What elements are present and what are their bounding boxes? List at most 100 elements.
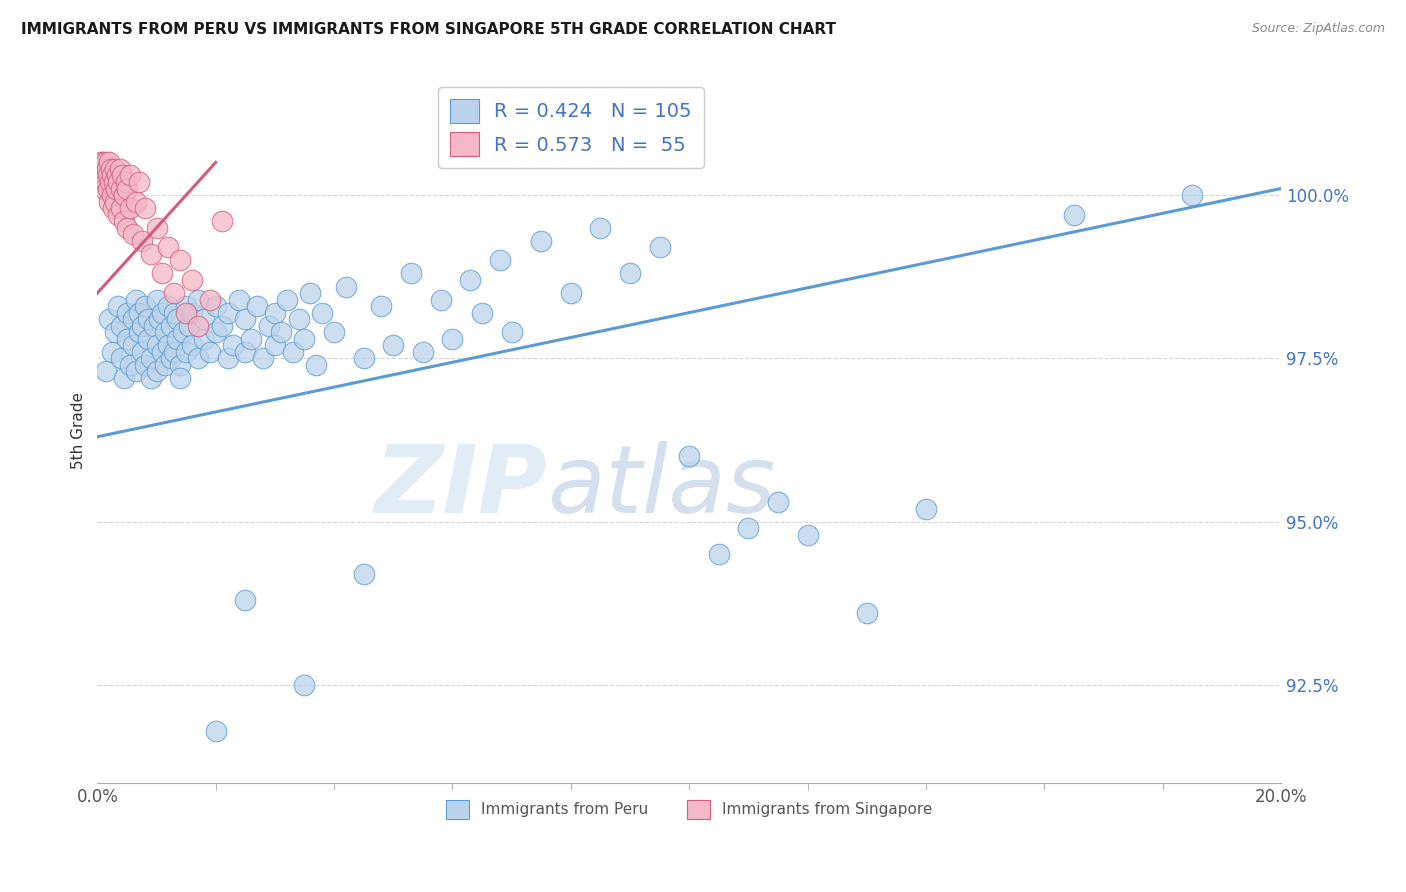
Point <box>118 169 141 183</box>
Point <box>98 194 121 209</box>
Point <box>488 253 510 268</box>
Point <box>152 305 174 319</box>
Point <box>257 318 280 333</box>
Point <box>100 161 122 176</box>
Point <box>160 318 183 333</box>
Point <box>233 344 256 359</box>
Point <box>93 181 115 195</box>
Point <box>152 344 174 359</box>
Point <box>136 312 159 326</box>
Point <box>187 293 209 307</box>
Point <box>145 364 167 378</box>
Point <box>276 293 298 307</box>
Point <box>181 338 204 352</box>
Point <box>211 214 233 228</box>
Point <box>264 338 287 352</box>
Point <box>204 325 226 339</box>
Point <box>131 344 153 359</box>
Text: Source: ZipAtlas.com: Source: ZipAtlas.com <box>1251 22 1385 36</box>
Point <box>128 305 150 319</box>
Point <box>139 371 162 385</box>
Point <box>121 312 143 326</box>
Point <box>121 227 143 242</box>
Point <box>399 267 422 281</box>
Point <box>198 344 221 359</box>
Point <box>101 344 124 359</box>
Point <box>163 286 186 301</box>
Point <box>91 175 114 189</box>
Point <box>198 293 221 307</box>
Point <box>530 234 553 248</box>
Point <box>501 325 523 339</box>
Point <box>217 305 239 319</box>
Point <box>142 318 165 333</box>
Point <box>174 344 197 359</box>
Point <box>264 305 287 319</box>
Point <box>441 332 464 346</box>
Point <box>619 267 641 281</box>
Point <box>177 318 200 333</box>
Point <box>181 305 204 319</box>
Point <box>134 201 156 215</box>
Point <box>155 325 177 339</box>
Point <box>110 201 132 215</box>
Point <box>134 299 156 313</box>
Point <box>589 220 612 235</box>
Point <box>91 161 114 176</box>
Point <box>101 188 124 202</box>
Point <box>252 351 274 366</box>
Point <box>89 161 111 176</box>
Point <box>678 450 700 464</box>
Point <box>166 332 188 346</box>
Point <box>94 169 117 183</box>
Point <box>108 161 131 176</box>
Point <box>233 312 256 326</box>
Point <box>152 267 174 281</box>
Point <box>98 175 121 189</box>
Point <box>145 220 167 235</box>
Point <box>429 293 451 307</box>
Point <box>112 371 135 385</box>
Point <box>796 528 818 542</box>
Point <box>157 338 180 352</box>
Point <box>211 318 233 333</box>
Point <box>98 312 121 326</box>
Point <box>163 344 186 359</box>
Point <box>115 332 138 346</box>
Point <box>104 325 127 339</box>
Point <box>90 155 112 169</box>
Point <box>157 299 180 313</box>
Point <box>204 299 226 313</box>
Point <box>107 299 129 313</box>
Point <box>139 247 162 261</box>
Point <box>222 338 245 352</box>
Point <box>294 678 316 692</box>
Point <box>370 299 392 313</box>
Point <box>97 181 120 195</box>
Point <box>187 318 209 333</box>
Point <box>145 293 167 307</box>
Point <box>110 351 132 366</box>
Point <box>96 175 118 189</box>
Point <box>181 273 204 287</box>
Point <box>118 358 141 372</box>
Point <box>96 161 118 176</box>
Point <box>160 351 183 366</box>
Point <box>105 169 128 183</box>
Point <box>323 325 346 339</box>
Point <box>145 338 167 352</box>
Text: atlas: atlas <box>547 442 775 533</box>
Point <box>169 253 191 268</box>
Point <box>125 364 148 378</box>
Point <box>136 332 159 346</box>
Legend: Immigrants from Peru, Immigrants from Singapore: Immigrants from Peru, Immigrants from Si… <box>440 794 938 825</box>
Point <box>103 175 125 189</box>
Point <box>204 723 226 738</box>
Point <box>105 181 128 195</box>
Point <box>305 358 328 372</box>
Point <box>174 299 197 313</box>
Point <box>115 220 138 235</box>
Point <box>471 305 494 319</box>
Point <box>169 371 191 385</box>
Point <box>110 318 132 333</box>
